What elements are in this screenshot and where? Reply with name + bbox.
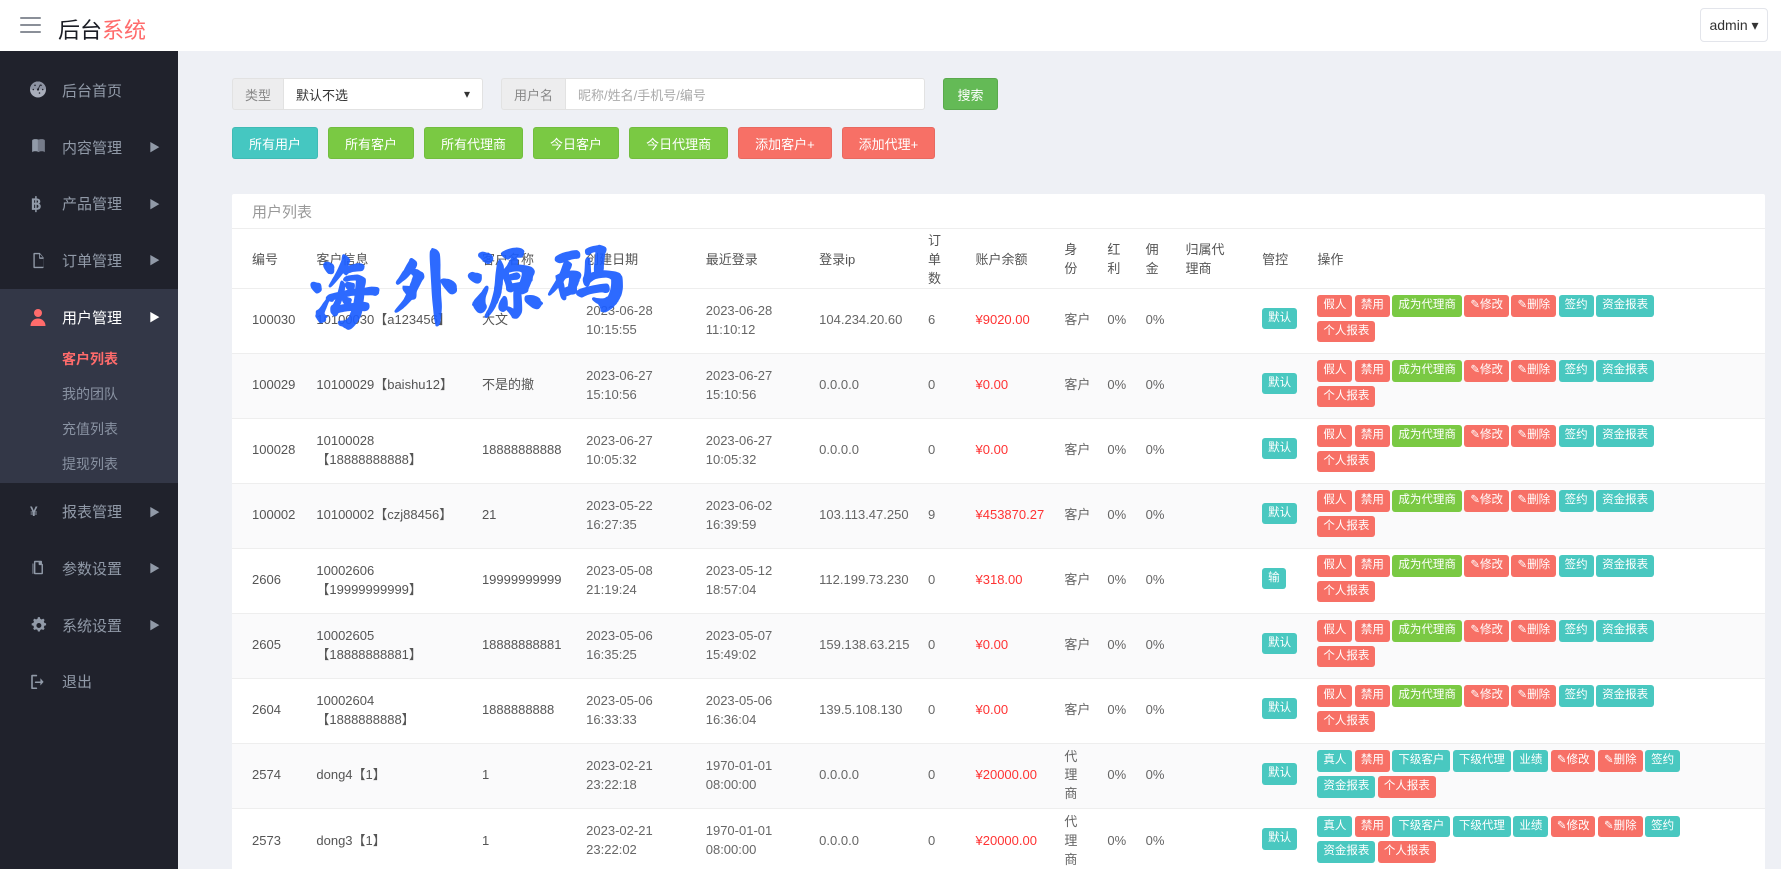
- svg-text:¥: ¥: [30, 504, 38, 519]
- svg-text:฿: ฿: [31, 195, 42, 213]
